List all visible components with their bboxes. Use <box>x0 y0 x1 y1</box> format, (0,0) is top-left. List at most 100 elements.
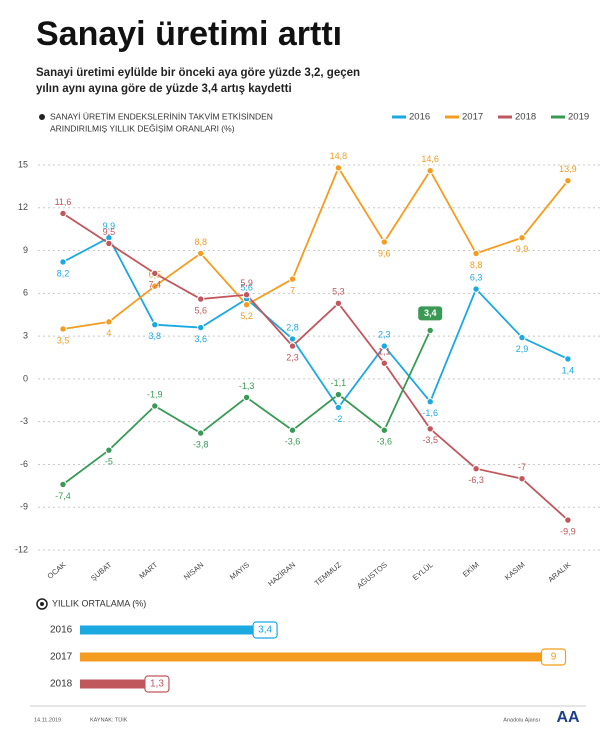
subtitle: yılın aynı ayına göre de yüzde 3,4 artış… <box>36 83 292 95</box>
chart-title: SANAYİ ÜRETİM ENDEKSLERİNİN TAKVİM ETKİS… <box>50 111 273 121</box>
value-label: 7,4 <box>149 280 162 290</box>
value-label: -3,6 <box>377 437 393 447</box>
footer-source: KAYNAK: TÜİK <box>90 716 128 723</box>
value-label: -1,1 <box>331 378 347 388</box>
y-tick-label: 6 <box>23 288 28 298</box>
legend-label: 2016 <box>409 112 430 123</box>
point <box>334 164 343 172</box>
bar <box>80 679 147 689</box>
value-label: 9,5 <box>103 227 116 237</box>
point <box>334 390 343 399</box>
x-tick-label: NİSAN <box>182 560 205 582</box>
value-label: 2,9 <box>516 344 529 354</box>
value-label: 2,3 <box>286 352 299 362</box>
point <box>105 446 113 454</box>
point <box>472 249 480 258</box>
point <box>151 282 159 290</box>
value-label: 1,4 <box>562 365 575 375</box>
point <box>197 429 205 437</box>
x-tick-label: EYLÜL <box>411 560 435 582</box>
point <box>59 209 67 218</box>
value-label: -9,9 <box>560 526 576 536</box>
x-tick-label: EKİM <box>461 560 481 579</box>
value-label: -7,4 <box>55 491 71 501</box>
value-label: 3,8 <box>149 331 162 341</box>
value-label: 11,6 <box>55 197 72 207</box>
y-tick-label: -6 <box>20 459 28 469</box>
point <box>59 480 67 489</box>
point <box>380 426 388 434</box>
point <box>242 301 251 309</box>
value-label: 13,9 <box>559 164 577 174</box>
value-label: -7 <box>518 462 526 472</box>
logo: AA <box>556 709 580 726</box>
point <box>242 393 251 402</box>
point <box>334 299 343 308</box>
series-line <box>62 165 569 330</box>
bullet <box>40 602 44 606</box>
value-label: -5 <box>105 457 113 467</box>
x-tick-label: ARALIK <box>546 560 572 584</box>
point <box>197 295 205 303</box>
title: Sanayi üretimi arttı <box>36 15 342 53</box>
value-label: -3,6 <box>285 437 301 447</box>
bar <box>80 625 256 635</box>
x-tick-label: AĞUSTOS <box>355 560 389 590</box>
bar-value-label: 3,4 <box>258 625 272 636</box>
value-label: 6,3 <box>470 272 483 282</box>
y-tick-label: -9 <box>20 502 28 512</box>
footer-agency: Anadolu Ajansı <box>503 717 540 723</box>
point <box>242 291 251 299</box>
point <box>518 475 526 483</box>
point <box>288 275 297 283</box>
point <box>288 335 297 343</box>
point <box>472 285 480 293</box>
point <box>151 402 159 410</box>
bar-chart-title: YILLIK ORTALAMA (%) <box>52 598 146 608</box>
point <box>564 516 572 524</box>
x-tick-label: MART <box>137 560 159 581</box>
value-label: 9,9 <box>103 221 116 231</box>
value-label: 8,8 <box>470 260 483 270</box>
value-label: 2,8 <box>286 322 299 332</box>
x-tick-label: MAYIS <box>228 560 251 582</box>
point <box>426 425 434 433</box>
value-label: -1,6 <box>422 408 438 418</box>
y-tick-label: 12 <box>18 202 28 212</box>
value-label: -3,8 <box>193 439 209 449</box>
subtitle: Sanayi üretimi eylülde bir önceki aya gö… <box>36 67 360 79</box>
point <box>105 318 113 326</box>
point <box>518 234 526 242</box>
bullet <box>39 114 45 120</box>
value-label: -1,3 <box>239 381 255 391</box>
point <box>288 342 297 350</box>
point <box>59 325 67 333</box>
point <box>380 359 388 367</box>
x-tick-label: OCAK <box>45 560 67 581</box>
bar-label-box <box>540 648 567 666</box>
point <box>426 398 434 406</box>
value-label: -1,9 <box>147 389 163 399</box>
point <box>334 403 343 412</box>
value-label: 4 <box>106 328 111 338</box>
y-tick-label: 3 <box>23 330 28 340</box>
point <box>197 249 205 258</box>
value-label: 9,6 <box>378 248 391 258</box>
bar-label-box <box>252 621 278 639</box>
value-label: 14,6 <box>421 154 439 164</box>
point <box>59 258 67 266</box>
point <box>151 269 159 278</box>
bar-label-box <box>144 675 170 693</box>
y-tick-label: -12 <box>15 544 28 554</box>
value-label: 1,1 <box>378 347 391 357</box>
point <box>564 176 572 185</box>
point <box>105 239 113 248</box>
value-label: 8,8 <box>194 237 207 247</box>
value-label: -3,5 <box>422 435 438 445</box>
value-label: -2 <box>334 414 342 424</box>
series-line <box>62 330 432 486</box>
value-label: 14,8 <box>330 151 348 161</box>
point <box>380 238 388 246</box>
value-label: 5,9 <box>240 278 253 288</box>
value-label: 3,4 <box>424 308 437 318</box>
